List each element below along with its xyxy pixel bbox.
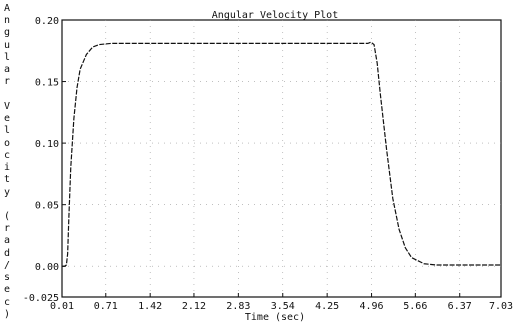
y-tick-label: 0.00 <box>35 262 59 273</box>
y-axis-label-char: s <box>3 272 11 284</box>
plot-area-border <box>61 19 502 298</box>
x-tick-label: 2.12 <box>182 301 206 312</box>
x-tick-label: 5.66 <box>403 301 427 312</box>
series <box>62 41 501 267</box>
y-axis-label-char: l <box>3 51 11 63</box>
y-axis-label-char: o <box>3 137 11 149</box>
x-tick-label: 0.71 <box>94 301 118 312</box>
x-tick-label: 6.37 <box>448 301 472 312</box>
y-axis-label-char: g <box>3 27 11 39</box>
y-axis-label-char: c <box>3 296 11 308</box>
y-axis-label-char: / <box>3 259 11 271</box>
y-axis-label-char: a <box>3 235 11 247</box>
y-axis-label-char: i <box>3 162 11 174</box>
x-tick-label: 4.25 <box>315 301 339 312</box>
y-tick-label: 0.15 <box>35 78 59 89</box>
y-axis-label-char: a <box>3 64 11 76</box>
y-tick-label: 0.10 <box>35 139 59 150</box>
x-tick-label: 1.42 <box>138 301 162 312</box>
angular-velocity-series-line <box>62 41 501 267</box>
y-axis-label-char: u <box>3 39 11 51</box>
x-tick-label: 7.03 <box>489 301 513 312</box>
grid <box>62 20 501 297</box>
y-axis-label-char: y <box>3 186 11 198</box>
x-tick-label: 4.96 <box>360 301 384 312</box>
y-tick-label: 0.05 <box>35 201 59 212</box>
y-axis-label-char: d <box>3 247 11 259</box>
y-axis-label-char: A <box>3 3 11 14</box>
x-tick-label: 0.01 <box>50 301 74 312</box>
y-axis-label-char: r <box>3 76 11 88</box>
x-axis-label: Time (sec) <box>245 312 305 323</box>
y-axis-label-char: c <box>3 149 11 161</box>
y-axis-label-char: e <box>3 284 11 296</box>
x-tick-label: 3.54 <box>271 301 295 312</box>
y-tick-label: -0.025 <box>23 293 59 304</box>
y-axis-label-char: V <box>3 100 11 112</box>
x-tick-label: 2.83 <box>226 301 250 312</box>
y-axis-label-char: l <box>3 125 11 137</box>
y-axis-label-char: ( <box>3 210 11 222</box>
ticks: 0.01 0.71 1.42 2.12 2.83 3.54 4.25 4.96 5.66 6.37… <box>23 16 513 312</box>
y-axis-label-char: e <box>3 113 11 125</box>
y-axis-label-char: t <box>3 174 11 186</box>
y-axis-label-char: n <box>3 15 11 27</box>
y-axis-label-char: r <box>3 223 11 235</box>
y-tick-label: 0.20 <box>35 16 59 27</box>
chart-title: Angular Velocity Plot <box>212 10 338 21</box>
y-axis-label-char: ) <box>3 308 11 320</box>
